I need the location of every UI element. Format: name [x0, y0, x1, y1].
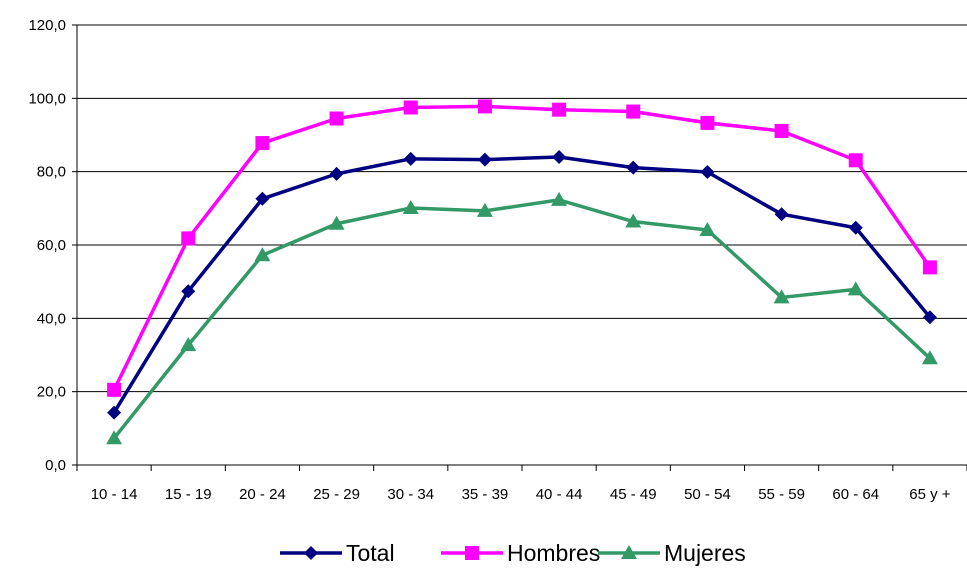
- series-hombres: [107, 99, 937, 397]
- data-point-total: [774, 207, 789, 222]
- data-point-hombres: [552, 102, 567, 117]
- legend-label-mujeres: Mujeres: [664, 540, 746, 566]
- x-tick-label: 35 - 39: [462, 486, 509, 503]
- data-point-total: [255, 191, 270, 206]
- data-point-hombres: [181, 231, 196, 246]
- legend-marker-mujeres: [621, 545, 637, 559]
- legend-label-total: Total: [346, 540, 395, 566]
- x-tick-label: 30 - 34: [387, 486, 434, 503]
- data-point-hombres: [626, 104, 641, 119]
- data-point-mujeres: [328, 215, 345, 230]
- data-point-mujeres: [106, 430, 123, 445]
- data-point-mujeres: [773, 289, 790, 304]
- data-point-mujeres: [402, 199, 419, 214]
- y-tick-label: 20,0: [37, 384, 66, 401]
- data-point-hombres: [774, 123, 789, 138]
- y-tick-label: 100,0: [28, 90, 66, 107]
- x-tick-label: 25 - 29: [313, 486, 360, 503]
- x-tick-label: 15 - 19: [165, 486, 212, 503]
- data-point-total: [922, 310, 937, 325]
- data-point-total: [329, 166, 344, 181]
- data-point-hombres: [255, 136, 270, 151]
- series-line-hombres: [112, 104, 932, 391]
- data-point-total: [552, 150, 567, 164]
- x-tick-label: 60 - 64: [832, 486, 879, 503]
- data-point-total: [477, 152, 492, 167]
- data-point-mujeres: [625, 213, 642, 228]
- legend-marker-hombres: [465, 546, 479, 560]
- y-tick-label: 120,0: [28, 17, 66, 34]
- data-point-hombres: [700, 115, 715, 130]
- y-tick-label: 80,0: [37, 164, 66, 181]
- legend-marker-total: [304, 546, 318, 560]
- legend: Total Hombres Mujeres: [280, 540, 746, 566]
- x-tick-label: 45 - 49: [610, 486, 657, 503]
- series-line-mujeres: [112, 198, 932, 440]
- data-point-mujeres: [699, 221, 716, 236]
- data-point-mujeres: [847, 281, 864, 296]
- series-line-total: [112, 155, 932, 414]
- series-mujeres: [106, 191, 938, 445]
- y-tick-label: 60,0: [37, 237, 66, 254]
- series-total: [107, 150, 937, 420]
- legend-label-hombres: Hombres: [507, 540, 600, 566]
- data-point-hombres: [107, 382, 122, 397]
- data-point-total: [700, 165, 715, 180]
- data-point-hombres: [403, 100, 418, 115]
- data-point-hombres: [477, 99, 492, 114]
- data-point-total: [626, 160, 641, 175]
- x-tick-label: 10 - 14: [91, 486, 138, 503]
- x-tick-label: 40 - 44: [536, 486, 583, 503]
- x-tick-label: 20 - 24: [239, 486, 286, 503]
- data-point-total: [403, 151, 418, 166]
- x-tick-label: 50 - 54: [684, 486, 731, 503]
- data-point-hombres: [848, 153, 863, 168]
- data-point-mujeres: [476, 202, 493, 217]
- data-point-hombres: [922, 260, 937, 275]
- data-point-mujeres: [180, 337, 197, 352]
- data-point-mujeres: [551, 191, 568, 206]
- x-tick-label: 65 y +: [909, 486, 951, 503]
- data-point-total: [181, 284, 196, 299]
- data-point-hombres: [329, 111, 344, 126]
- data-point-total: [848, 220, 863, 235]
- y-tick-label: 40,0: [37, 310, 66, 327]
- data-point-mujeres: [254, 247, 271, 262]
- data-point-mujeres: [921, 350, 938, 365]
- x-tick-label: 55 - 59: [758, 486, 805, 503]
- y-tick-label: 0,0: [45, 457, 66, 474]
- data-point-total: [107, 405, 122, 420]
